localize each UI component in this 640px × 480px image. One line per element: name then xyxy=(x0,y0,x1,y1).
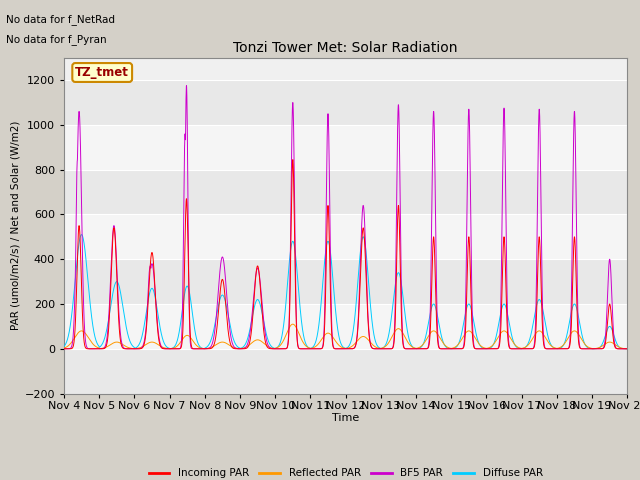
Text: TZ_tmet: TZ_tmet xyxy=(76,66,129,79)
Bar xyxy=(64,169,627,215)
Bar xyxy=(64,259,627,304)
Bar xyxy=(64,215,627,259)
Bar xyxy=(64,349,627,394)
Text: No data for f_Pyran: No data for f_Pyran xyxy=(6,34,107,45)
Legend: Incoming PAR, Reflected PAR, BF5 PAR, Diffuse PAR: Incoming PAR, Reflected PAR, BF5 PAR, Di… xyxy=(145,464,547,480)
Bar xyxy=(64,80,627,125)
Y-axis label: PAR (umol/m2/s) / Net and Solar (W/m2): PAR (umol/m2/s) / Net and Solar (W/m2) xyxy=(10,121,20,330)
X-axis label: Time: Time xyxy=(332,413,359,423)
Text: No data for f_NetRad: No data for f_NetRad xyxy=(6,14,115,25)
Bar xyxy=(64,304,627,349)
Title: Tonzi Tower Met: Solar Radiation: Tonzi Tower Met: Solar Radiation xyxy=(234,41,458,55)
Bar xyxy=(64,125,627,169)
